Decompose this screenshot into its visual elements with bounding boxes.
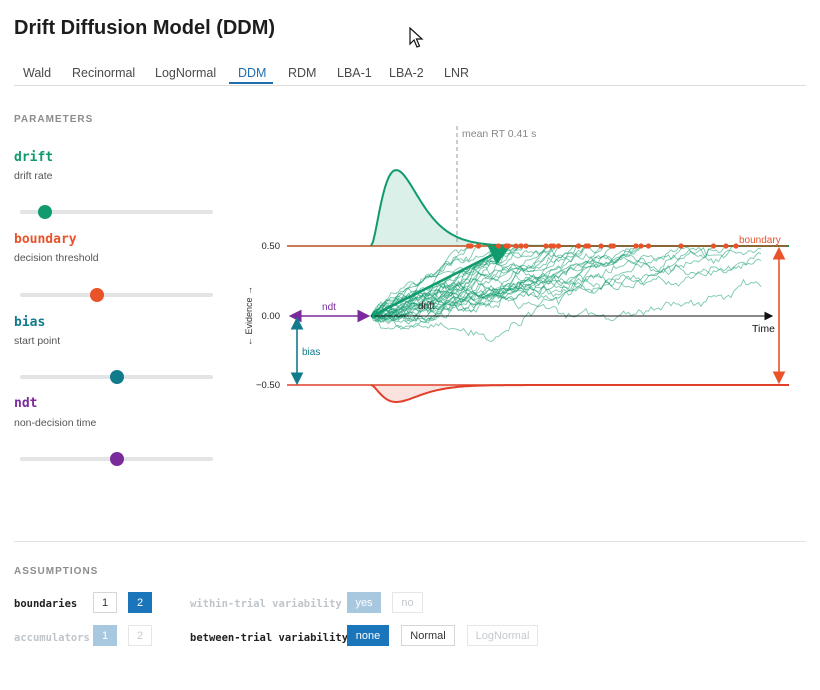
- boundary-hit-dot: [475, 243, 482, 249]
- assumptions-heading: ASSUMPTIONS: [14, 566, 99, 577]
- parameters-heading: PARAMETERS: [14, 114, 94, 125]
- trajectory-path: [370, 258, 762, 330]
- param-desc-boundary: decision threshold: [14, 252, 99, 264]
- between-trial-option-none[interactable]: none: [347, 625, 389, 646]
- boundary-hit-dot: [598, 243, 604, 249]
- y-tick-zero: 0.00: [262, 311, 281, 322]
- tab-lba-2[interactable]: LBA-2: [389, 66, 424, 80]
- boundary-label: boundary: [739, 235, 781, 246]
- between-trial-option-normal[interactable]: Normal: [401, 625, 455, 646]
- accumulators-option-1[interactable]: 1: [93, 625, 117, 646]
- boundaries-option-2[interactable]: 2: [128, 592, 152, 613]
- param-desc-drift: drift rate: [14, 170, 53, 182]
- boundary-hit-dot: [518, 243, 524, 249]
- boundary-slider[interactable]: [20, 288, 213, 302]
- upper-rt-density-fill: [371, 170, 790, 246]
- drift-slider[interactable]: [20, 205, 213, 219]
- bias-label: bias: [302, 347, 320, 358]
- trajectory-path: [370, 245, 559, 323]
- boundary-hits: [465, 243, 739, 249]
- drift-arrow: [371, 245, 511, 318]
- boundary-hit-dot: [505, 243, 512, 249]
- tab-lba-1[interactable]: LBA-1: [337, 66, 372, 80]
- y-axis-label: ← Evidence →: [244, 286, 254, 346]
- between-trial-variability-label: between-trial variability: [190, 632, 349, 644]
- section-divider: [14, 541, 806, 542]
- tab-ddm[interactable]: DDM: [238, 66, 267, 80]
- boundary-hit-dot: [555, 243, 562, 249]
- accumulators-label: accumulators: [14, 632, 90, 644]
- boundary-hit-dot: [468, 243, 474, 249]
- boundary-hit-dot: [575, 243, 582, 249]
- tab-lognormal[interactable]: LogNormal: [155, 66, 217, 80]
- boundary-hit-dot: [513, 243, 519, 249]
- active-tab-indicator: [229, 82, 273, 84]
- trajectory-path: [370, 245, 587, 320]
- bias-slider-knob[interactable]: [109, 370, 124, 384]
- boundary-hit-dot: [633, 243, 639, 249]
- boundary-hit-dot: [645, 243, 652, 249]
- param-desc-ndt: non-decision time: [14, 417, 97, 429]
- trajectory-path: [370, 245, 479, 317]
- trajectory-path: [370, 245, 637, 342]
- bias-slider[interactable]: [20, 370, 213, 384]
- boundary-hit-dot: [733, 243, 739, 249]
- boundary-hit-dot: [638, 243, 644, 249]
- tab-lnr[interactable]: LNR: [444, 66, 470, 80]
- boundary-hit-dot: [495, 243, 502, 249]
- trajectory-path: [370, 247, 762, 319]
- param-desc-bias: start point: [14, 335, 61, 347]
- y-tick-upper: 0.50: [262, 241, 281, 252]
- tab-recinormal[interactable]: Recinormal: [72, 66, 136, 80]
- tab-wald[interactable]: Wald: [23, 66, 52, 80]
- boundary-hit-dot: [610, 243, 617, 249]
- boundary-hit-dot: [585, 243, 592, 249]
- param-name-ndt: ndt: [14, 396, 38, 411]
- trajectory-path: [370, 245, 727, 325]
- ddm-plot: mean RT 0.41 s Time 0.50 0.00 −0.50 ← Ev…: [244, 126, 790, 403]
- boundary-hit-dot: [523, 243, 529, 249]
- tab-rdm[interactable]: RDM: [288, 66, 317, 80]
- page-title: Drift Diffusion Model (DDM): [14, 17, 276, 39]
- lower-rt-density-fill: [371, 385, 790, 402]
- trajectory-path: [370, 245, 714, 323]
- param-name-bias: bias: [14, 315, 46, 330]
- between-trial-option-lognormal[interactable]: LogNormal: [467, 625, 538, 646]
- boundaries-option-1[interactable]: 1: [93, 592, 117, 613]
- drift-label: drift: [418, 301, 435, 312]
- within-trial-option-yes[interactable]: yes: [347, 592, 381, 613]
- y-tick-lower: −0.50: [256, 380, 280, 391]
- within-trial-option-no[interactable]: no: [392, 592, 423, 613]
- time-axis-label: Time: [752, 323, 775, 335]
- ndt-slider[interactable]: [20, 452, 213, 466]
- trajectory-path: [370, 245, 554, 322]
- ndt-label: ndt: [322, 302, 336, 313]
- trajectory-path: [370, 245, 682, 318]
- model-tabs: Wald Recinormal LogNormal DDM RDM LBA-1 …: [14, 58, 806, 86]
- boundary-hit-dot: [710, 243, 717, 249]
- param-name-drift: drift: [14, 150, 54, 165]
- boundary-hit-dot: [548, 243, 554, 249]
- trajectory-path: [370, 245, 589, 319]
- drift-slider-knob[interactable]: [38, 205, 53, 219]
- boundary-slider-knob[interactable]: [90, 288, 105, 302]
- simulated-trajectories: [370, 245, 762, 342]
- mean-rt-label: mean RT 0.41 s: [462, 128, 536, 140]
- accumulators-option-2[interactable]: 2: [128, 625, 152, 646]
- boundary-hit-dot: [678, 243, 684, 249]
- boundary-hit-dot: [723, 243, 729, 249]
- mouse-pointer-icon: [409, 27, 424, 48]
- param-name-boundary: boundary: [14, 232, 77, 247]
- ndt-slider-knob[interactable]: [109, 452, 124, 466]
- within-trial-variability-label: within-trial variability: [190, 598, 342, 610]
- boundary-hit-dot: [543, 243, 549, 249]
- boundaries-label: boundaries: [14, 598, 78, 610]
- trajectory-path: [370, 245, 649, 317]
